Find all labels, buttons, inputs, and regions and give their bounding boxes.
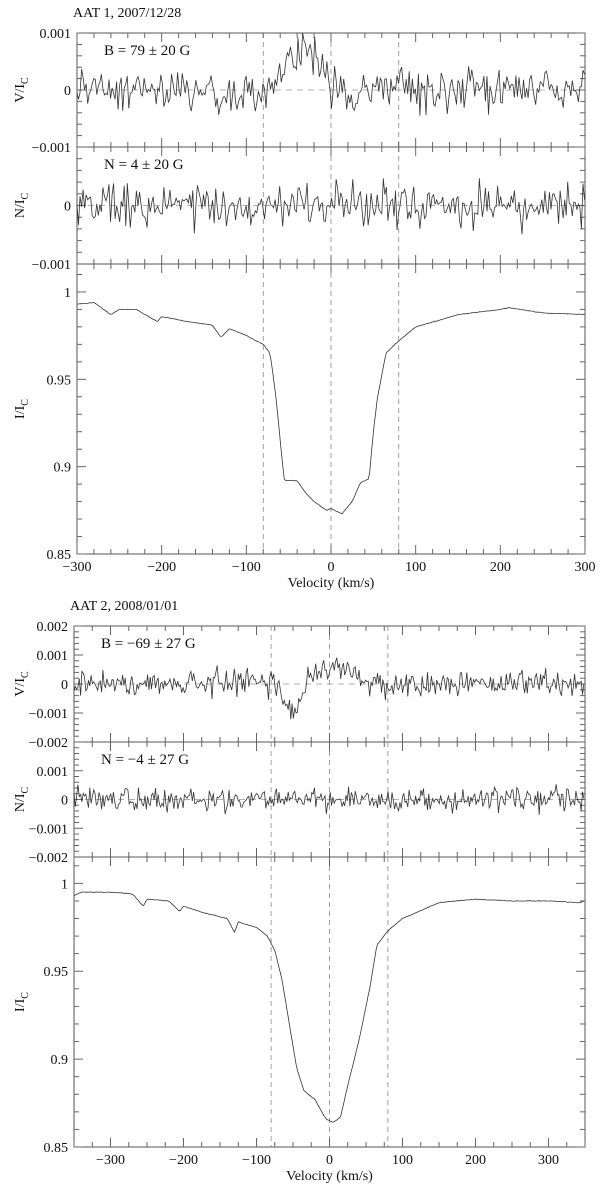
y-tick-label: 0 <box>61 794 68 809</box>
y-tick-label: 0.001 <box>37 649 69 664</box>
x-axis-label: Velocity (km/s) <box>288 576 375 591</box>
x-tick-label: 100 <box>392 1153 413 1168</box>
y-tick-label: −0.001 <box>29 822 68 837</box>
field-annotation: N = −4 ± 27 G <box>101 752 189 768</box>
y-tick-label: 0.001 <box>40 27 72 42</box>
y-tick-label: 0.9 <box>54 461 72 476</box>
x-tick-label: −300 <box>96 1153 125 1168</box>
y-tick-label: 0.9 <box>51 1053 69 1068</box>
x-tick-label: 100 <box>405 560 426 575</box>
field-annotation: B = −69 ± 27 G <box>101 636 196 652</box>
x-tick-label: −200 <box>147 560 176 575</box>
y-axis-label: I/IC <box>13 992 31 1012</box>
x-tick-label: −100 <box>232 560 261 575</box>
panel-null-n: 0.001 0 −0.001 −0.002 N/IC N = −4 ± 27 G <box>13 741 586 866</box>
figure-title: AAT 2, 2008/01/01 <box>70 599 178 614</box>
field-annotation: N = 4 ± 20 G <box>104 157 184 173</box>
y-tick-label: 0 <box>64 84 71 99</box>
y-tick-label: −0.001 <box>32 141 71 156</box>
x-axis-label: Velocity (km/s) <box>286 1169 373 1184</box>
figure-2: AAT 2, 2008/01/010.002 0.001 0 −0.001 −0.002… <box>13 599 586 1184</box>
panel-stokes-i: 1 0.95 0.9 0.85 I/IC <box>13 263 586 563</box>
y-axis-label: V/IC <box>13 77 31 103</box>
x-tick-label: 200 <box>490 560 511 575</box>
x-tick-label: −300 <box>63 560 92 575</box>
x-tick-label: 200 <box>465 1153 486 1168</box>
x-tick-label: 0 <box>328 560 335 575</box>
figure-title: AAT 1, 2007/12/28 <box>73 6 181 21</box>
series-stokes-i <box>76 302 585 515</box>
y-tick-label: 0.85 <box>44 1141 69 1156</box>
y-tick-label: 0.95 <box>47 373 72 388</box>
y-axis-label: N/IC <box>13 193 31 219</box>
y-tick-label: 1 <box>64 286 71 301</box>
y-axis-label: I/IC <box>13 399 31 419</box>
series-null-n <box>76 178 585 235</box>
y-tick-label: 0.95 <box>44 965 69 980</box>
series-stokes-v <box>73 657 585 720</box>
panel-stokes-i: 1 0.95 0.9 0.85 I/IC <box>13 856 586 1156</box>
figure-1: AAT 1, 2007/12/280.001 0 −0.001 V/IC B = 79 … <box>13 6 596 591</box>
series-null-n <box>73 784 585 815</box>
x-tick-label: 300 <box>575 560 596 575</box>
panel-stokes-v: 0.001 0 −0.001 V/IC B = 79 ± 20 G <box>13 27 586 156</box>
series-stokes-v <box>76 32 585 116</box>
x-tick-label: −200 <box>169 1153 198 1168</box>
y-tick-label: 0.001 <box>37 765 69 780</box>
y-axis-label: V/IC <box>13 671 31 697</box>
x-tick-label: 300 <box>538 1153 559 1168</box>
y-tick-label: −0.001 <box>29 707 68 722</box>
y-tick-label: −0.001 <box>32 258 71 273</box>
y-tick-label: −0.002 <box>29 736 68 751</box>
panel-null-n: 0 −0.001 N/IC N = 4 ± 20 G <box>13 146 586 273</box>
x-tick-label: −100 <box>242 1153 271 1168</box>
field-annotation: B = 79 ± 20 G <box>104 43 190 59</box>
series-stokes-i <box>73 891 584 1123</box>
y-tick-label: −0.002 <box>29 851 68 866</box>
x-tick-label: 0 <box>326 1153 333 1168</box>
y-tick-label: 0 <box>61 678 68 693</box>
y-axis-label: N/IC <box>13 787 31 813</box>
y-tick-label: 0 <box>64 200 71 215</box>
y-tick-label: 0.85 <box>47 548 72 563</box>
y-tick-label: 1 <box>61 877 68 892</box>
panel-stokes-v: 0.002 0.001 0 −0.001 −0.002 V/IC B = −69 ± 27 … <box>13 620 586 751</box>
y-tick-label: 0.002 <box>37 620 69 635</box>
